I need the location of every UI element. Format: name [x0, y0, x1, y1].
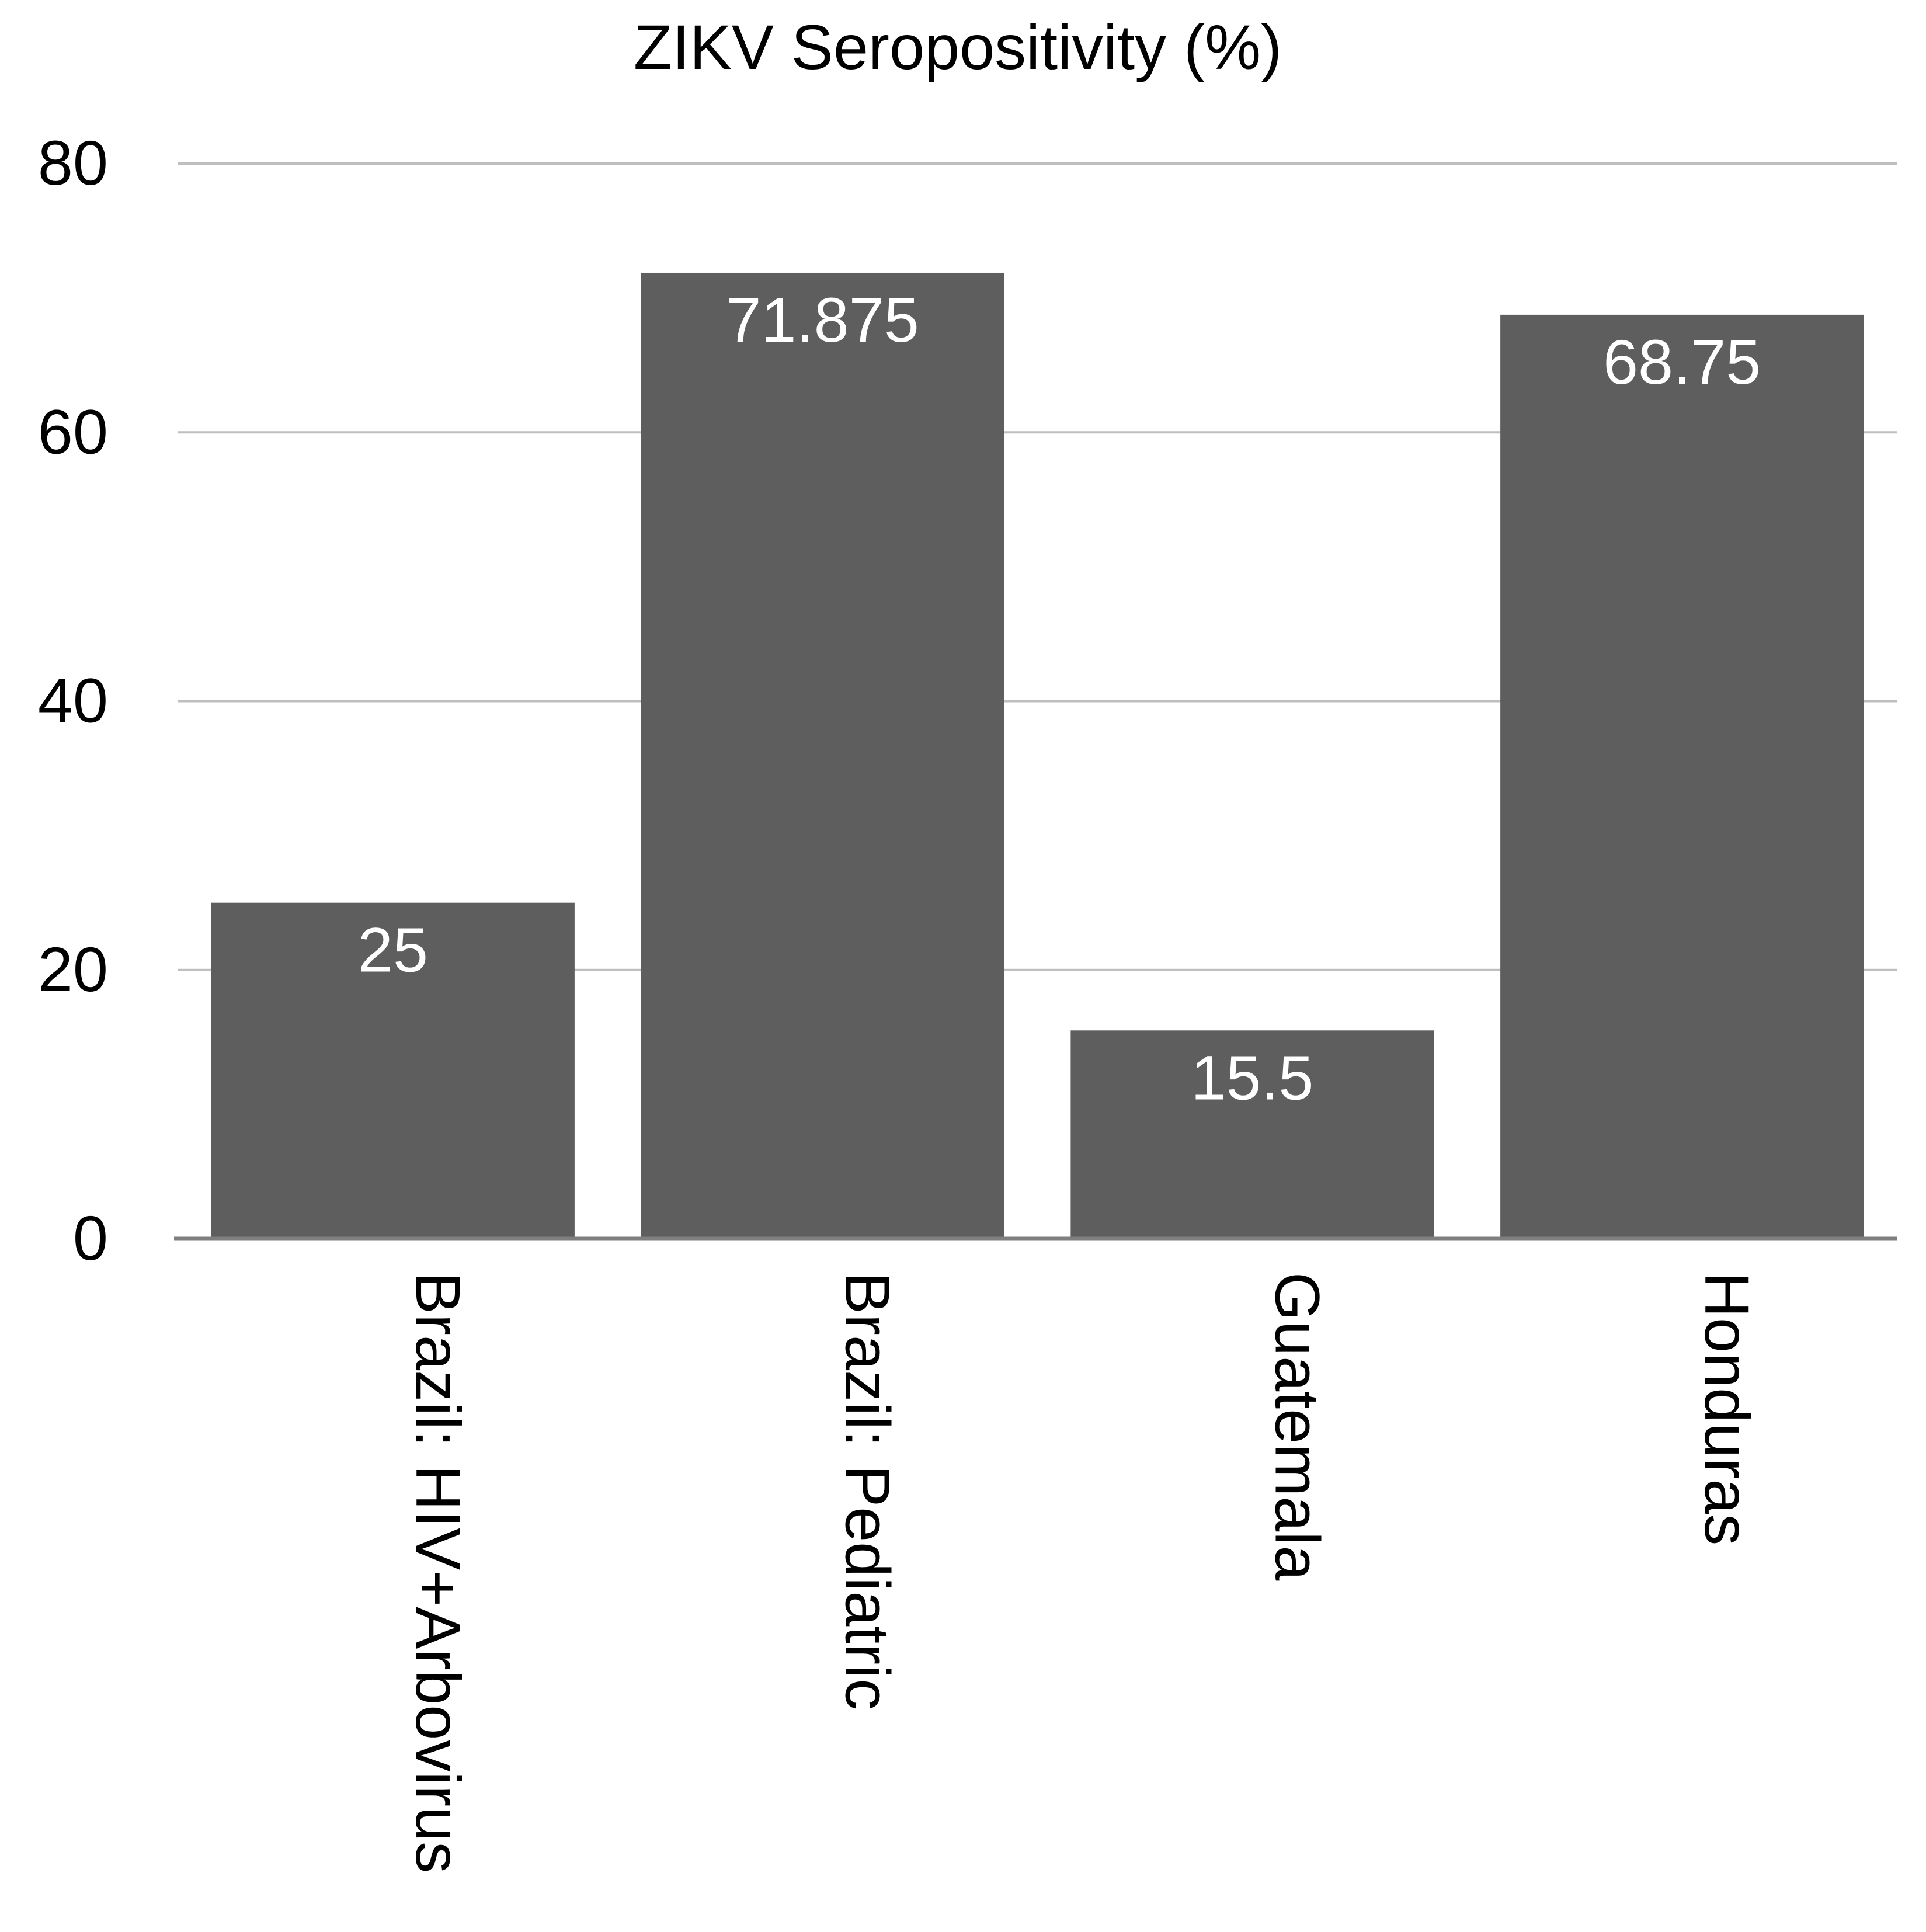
y-tick-label: 80	[38, 127, 108, 198]
data-label: 68.75	[1603, 326, 1761, 397]
x-tick-label: Honduras	[1692, 1272, 1762, 1545]
x-tick-label: Brazil: Pediatric	[833, 1272, 903, 1710]
y-axis-tick-labels: 0 20 40 60 80	[38, 127, 108, 1273]
y-tick-label: 60	[38, 396, 108, 467]
x-tick-label: Brazil: HIV+Arbovirus	[403, 1272, 474, 1873]
y-tick-label: 40	[38, 665, 108, 736]
data-label: 25	[358, 915, 428, 985]
x-axis-tick-labels: Brazil: HIV+Arbovirus Brazil: Pediatric Gu…	[403, 1272, 1762, 1873]
y-tick-label: 0	[73, 1203, 108, 1273]
bar	[211, 902, 575, 1239]
bar	[1500, 314, 1864, 1239]
data-labels: 25 71.875 15.5 68.75	[358, 284, 1761, 1113]
y-tick-label: 20	[38, 934, 108, 1005]
bar	[641, 272, 1004, 1239]
chart-title: ZIKV Seropositivity (%)	[634, 12, 1282, 82]
bar	[1070, 1030, 1434, 1239]
x-tick-label: Guatemala	[1262, 1272, 1333, 1581]
data-label: 71.875	[726, 284, 919, 355]
data-label: 15.5	[1191, 1042, 1313, 1113]
bars	[211, 272, 1864, 1239]
